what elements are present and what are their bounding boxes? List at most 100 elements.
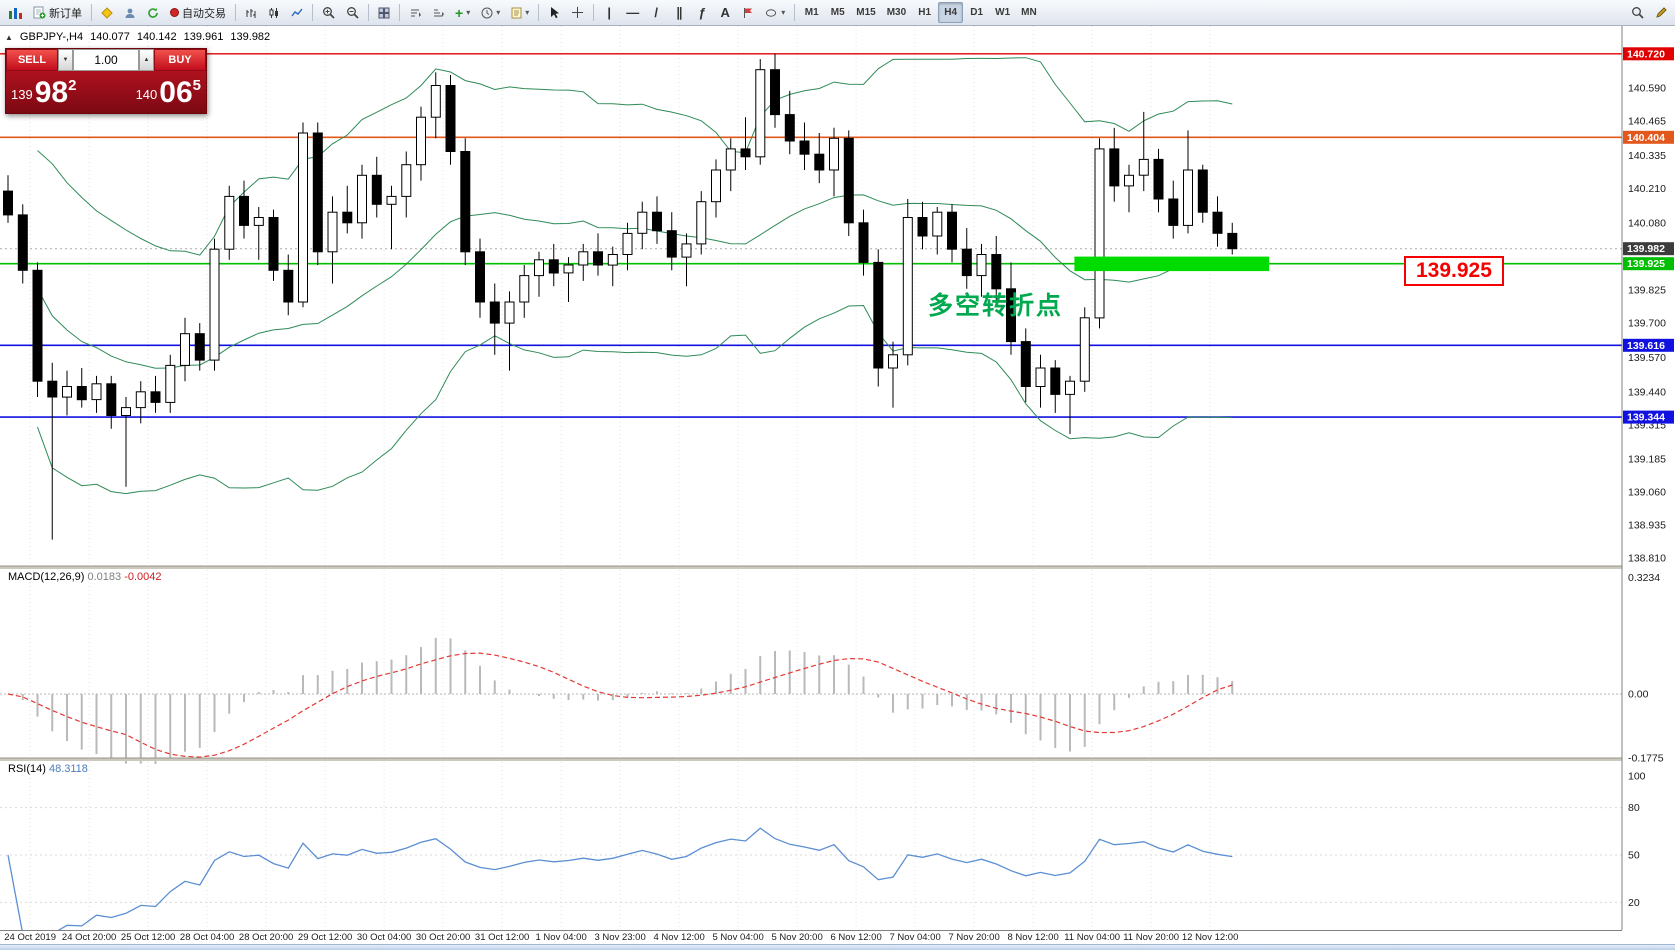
search-icon: [1632, 7, 1644, 19]
price-callout-label: 139.925: [1404, 256, 1504, 286]
svg-text:138.810: 138.810: [1628, 553, 1666, 565]
text-tool-icon: A: [720, 5, 730, 20]
time-axis-label: 7 Nov 04:00: [889, 932, 941, 943]
buy-button[interactable]: BUY: [154, 49, 206, 71]
triangle-down-icon: ▼: [62, 57, 69, 63]
svg-text:139.700: 139.700: [1628, 318, 1666, 330]
chart-window: 140.590 140.465 140.335 140.210 140.080 139.8…: [0, 26, 1675, 944]
templates-button[interactable]: ▾: [506, 2, 534, 23]
svg-text:139.925: 139.925: [1627, 258, 1665, 270]
zoom-out-icon: [347, 7, 359, 19]
symbol-period-label: GBPJPY-,H4: [19, 31, 84, 43]
svg-text:139.570: 139.570: [1628, 352, 1666, 364]
svg-text:139.060: 139.060: [1628, 487, 1666, 499]
buy-price-prefix: 140: [135, 87, 158, 102]
time-axis-label: 4 Nov 12:00: [653, 932, 705, 943]
autotrading-button[interactable]: 自动交易: [165, 2, 231, 23]
autotrading-icon: [170, 8, 179, 17]
time-axis-label: 30 Oct 20:00: [415, 932, 471, 943]
crosshair-icon: [572, 7, 584, 18]
vertical-line-tool-button[interactable]: |: [598, 2, 620, 23]
svg-text:140.335: 140.335: [1628, 150, 1666, 162]
volume-decrease-button[interactable]: ▼: [58, 49, 73, 71]
channel-tool-button[interactable]: ∥: [668, 2, 690, 23]
triangle-up-icon: ▲: [143, 57, 150, 63]
timeframe-d1-button[interactable]: D1: [964, 2, 989, 23]
timeframe-m5-button[interactable]: M5: [825, 2, 850, 23]
time-axis-label: 5 Nov 20:00: [771, 932, 823, 943]
volume-increase-button[interactable]: ▲: [139, 49, 154, 71]
timeframe-h4-button[interactable]: H4: [938, 2, 964, 23]
collapse-quote-panel-icon[interactable]: ▲: [5, 32, 13, 42]
volume-input[interactable]: [73, 49, 139, 71]
timeframe-mn-button[interactable]: MN: [1016, 2, 1042, 23]
time-axis-label: 28 Oct 04:00: [179, 932, 235, 943]
svg-text:139.440: 139.440: [1628, 386, 1666, 398]
trendline-tool-button[interactable]: /: [645, 2, 667, 23]
new-order-button[interactable]: 新订单: [28, 2, 87, 23]
text-tool-button[interactable]: A: [714, 2, 736, 23]
clock-icon: [481, 7, 493, 18]
time-axis-label: 3 Nov 23:00: [594, 932, 646, 943]
label-tool-button[interactable]: [737, 2, 759, 23]
charts-button[interactable]: [96, 2, 118, 23]
symbol-info: ▲ GBPJPY-,H4 140.077 140.142 139.961 139…: [5, 31, 270, 43]
svg-text:138.935: 138.935: [1628, 520, 1666, 532]
trendline-icon: /: [654, 5, 659, 20]
dropdown-caret-icon: ▾: [466, 8, 471, 17]
arrange-ascending-button[interactable]: [404, 2, 426, 23]
time-axis-label: 25 Oct 12:00: [120, 932, 176, 943]
crosshair-tool-button[interactable]: [566, 2, 589, 23]
timeframe-m30-button[interactable]: M30: [882, 2, 911, 23]
svg-text:140.404: 140.404: [1627, 132, 1665, 144]
line-chart-mode-button[interactable]: [286, 2, 308, 23]
zoom-out-button[interactable]: [341, 2, 364, 23]
pencil-icon: [1656, 6, 1667, 18]
indicators-button[interactable]: + ▾: [450, 2, 475, 23]
arrange-descending-button[interactable]: [427, 2, 449, 23]
periods-button[interactable]: ▾: [476, 2, 505, 23]
time-axis-label: 6 Nov 12:00: [830, 932, 882, 943]
toolbar-separator: [399, 4, 400, 21]
svg-text:0.00: 0.00: [1628, 689, 1649, 701]
timeframe-m1-button[interactable]: M1: [799, 2, 824, 23]
chart-canvas[interactable]: 140.590 140.465 140.335 140.210 140.080 139.8…: [0, 26, 1675, 930]
svg-text:80: 80: [1628, 802, 1640, 814]
horizontal-line-tool-button[interactable]: —: [621, 2, 644, 23]
time-axis[interactable]: 24 Oct 2019 24 Oct 20:00 25 Oct 12:00 28 Oc…: [0, 930, 1622, 944]
new-order-icon: [33, 6, 46, 19]
shapes-tool-button[interactable]: ▾: [760, 2, 790, 23]
dropdown-caret-icon: ▾: [496, 8, 501, 17]
tile-windows-button[interactable]: [373, 2, 395, 23]
time-axis-label: 28 Oct 20:00: [238, 932, 294, 943]
svg-text:139.825: 139.825: [1628, 285, 1666, 297]
timeframe-h1-button[interactable]: H1: [912, 2, 937, 23]
svg-text:0.3234: 0.3234: [1628, 572, 1660, 584]
candlestick-icon: [269, 7, 278, 18]
fibonacci-tool-button[interactable]: ƒ: [691, 2, 713, 23]
timeframe-m15-button[interactable]: M15: [851, 2, 880, 23]
toolbar-separator: [235, 4, 236, 21]
open-value: 140.077: [90, 31, 130, 43]
svg-text:50: 50: [1628, 850, 1640, 862]
candlestick-mode-button[interactable]: [263, 2, 285, 23]
template-icon: [511, 7, 522, 18]
timeframe-w1-button[interactable]: W1: [990, 2, 1015, 23]
sell-button[interactable]: SELL: [6, 49, 58, 71]
search-button[interactable]: [1626, 2, 1649, 23]
svg-text:100: 100: [1628, 771, 1646, 783]
refresh-icon: [148, 7, 158, 18]
zoom-in-button[interactable]: [317, 2, 340, 23]
profiles-button[interactable]: [119, 2, 141, 23]
edit-button[interactable]: [1650, 2, 1672, 23]
toolbar-separator: [312, 4, 313, 21]
macd-name: MACD(12,26,9): [8, 571, 85, 583]
buy-price-big: 06: [159, 76, 193, 109]
svg-text:20: 20: [1628, 897, 1640, 909]
svg-text:-0.1775: -0.1775: [1628, 752, 1664, 764]
refresh-button[interactable]: [142, 2, 164, 23]
cursor-tool-button[interactable]: [543, 2, 565, 23]
time-axis-label: 24 Oct 2019: [4, 932, 56, 943]
bar-chart-mode-button[interactable]: [240, 2, 262, 23]
